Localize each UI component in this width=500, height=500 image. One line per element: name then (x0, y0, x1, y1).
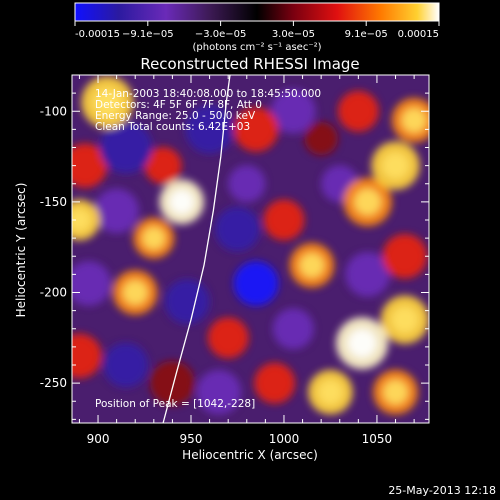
plot-annotations: 14-Jan-2003 18:40:08.000 to 18:45:50.000… (95, 88, 321, 133)
emission-blob (254, 362, 296, 404)
colorbar-tick-label: -0.00015 (75, 29, 120, 40)
negative-blob (233, 261, 279, 306)
negative-blob (345, 252, 390, 297)
colorbar-unit-label: (photons cm⁻² s⁻¹ asec⁻²) (192, 42, 321, 53)
emission-core (383, 379, 408, 405)
x-tick-label: 900 (87, 432, 110, 446)
x-tick-label: 1000 (269, 432, 300, 446)
negative-blob (94, 188, 139, 234)
plot-area (72, 75, 429, 423)
annotation-line: Clean Total counts: 6.42E+03 (95, 121, 250, 133)
emission-core (382, 152, 409, 179)
axes: 900 950 1000 1050 -100 -150 -200 -250 (40, 74, 429, 446)
peak-position-label: Position of Peak = [1042,-228] (95, 398, 255, 410)
emission-core (318, 379, 343, 405)
emission-core (299, 253, 325, 278)
chart-title: Reconstructed RHESSI Image (140, 55, 359, 73)
emission-blob (72, 333, 102, 379)
negative-blob (164, 279, 210, 324)
emission-blob (337, 90, 379, 132)
emission-core (347, 328, 377, 358)
emission-blob (150, 360, 195, 406)
colorbar-tick-label: −3.0e−05 (195, 29, 247, 40)
footer-date: 25-May-2013 12:18 (388, 484, 496, 497)
emission-blob (382, 233, 428, 279)
y-tick-label: -250 (40, 376, 67, 390)
negative-blob (272, 308, 314, 350)
emission-core (122, 280, 148, 305)
x-tick-label: 950 (180, 432, 203, 446)
y-tick-label: -200 (40, 286, 67, 300)
emission-core (93, 87, 122, 117)
annotation-line: Energy Range: 25.0 - 50.0 keV (95, 110, 256, 122)
negative-blob (103, 342, 149, 388)
emission-core (401, 108, 427, 133)
emission-core (391, 306, 419, 333)
negative-blob (215, 206, 260, 252)
emission-blob (207, 317, 249, 359)
negative-blob (72, 261, 112, 306)
emission-blob (304, 121, 338, 156)
emission-blob (144, 147, 182, 185)
colorbar-tick-label: −9.1e−05 (122, 29, 174, 40)
plot-frame (71, 74, 430, 424)
colorbar-ticks (74, 21, 440, 26)
x-axis-label: Heliocentric X (arcsec) (182, 448, 318, 462)
emission-core (169, 189, 194, 215)
negative-blob (196, 369, 242, 415)
annotation-line: 14-Jan-2003 18:40:08.000 to 18:45:50.000 (95, 88, 321, 100)
y-axis-label: Heliocentric Y (arcsec) (14, 183, 28, 318)
colorbar-tick-labels: -0.00015 −9.1e−05 −3.0e−05 3.0e−05 9.1e−05 0.… (75, 29, 439, 40)
annotation-line: Detectors: 4F 5F 6F 7F 8F, Att 0 (95, 99, 262, 111)
solar-limb-curve (162, 75, 231, 423)
emission-core (142, 226, 166, 250)
emission-blob (263, 199, 305, 241)
y-tick-label: -100 (40, 104, 67, 118)
negative-blob (99, 121, 152, 174)
emission-blob (72, 143, 108, 188)
x-tick-label: 1050 (362, 432, 393, 446)
colorbar-tick-label: 9.1e−05 (345, 29, 388, 40)
colorbar (74, 2, 440, 22)
colorbar-tick-label: 3.0e−05 (272, 29, 315, 40)
colorbar-tick-label: 0.00015 (398, 29, 439, 40)
emission-core (72, 208, 91, 232)
negative-blob (228, 165, 266, 203)
negative-blob (270, 88, 316, 134)
emission-blob (233, 107, 279, 152)
emission-core (354, 188, 381, 216)
y-tick-label: -150 (40, 195, 67, 209)
